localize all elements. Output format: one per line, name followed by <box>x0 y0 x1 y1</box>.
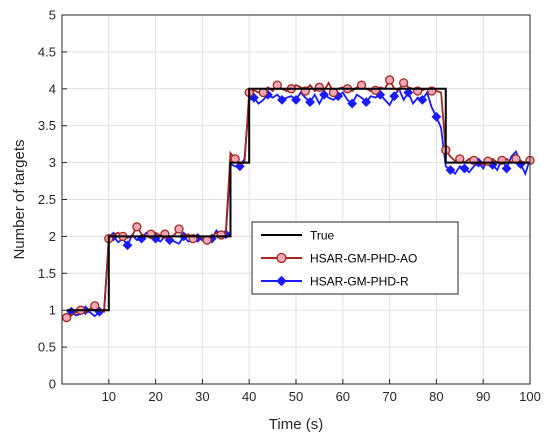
x-tick-label: 40 <box>242 389 256 404</box>
x-tick-label: 30 <box>195 389 209 404</box>
x-axis-label: Time (s) <box>269 416 323 433</box>
data-point <box>347 98 358 109</box>
legend-label: HSAR-GM-PHD-R <box>310 275 409 289</box>
data-point <box>445 165 456 175</box>
y-tick-label: 0.5 <box>38 340 56 355</box>
data-point <box>174 224 184 234</box>
tick-layer: 10 20 30 40 50 60 70 80 90 100 0 0.5 1 1.5 2 2.5 3 3.5 4 4.… <box>38 8 541 405</box>
data-point <box>384 75 395 85</box>
data-point <box>403 87 414 98</box>
series-true <box>66 87 530 312</box>
data-point <box>431 111 442 122</box>
x-tick-label: 20 <box>148 389 162 404</box>
data-point <box>216 230 226 240</box>
y-tick-label: 5 <box>49 8 56 23</box>
y-tick-label: 1 <box>49 303 56 318</box>
legend-label: True <box>310 229 335 243</box>
data-point <box>398 78 409 88</box>
data-point <box>305 97 315 107</box>
legend-entry: HSAR-GM-PHD-R <box>261 275 409 289</box>
y-tick-label: 0 <box>49 377 56 392</box>
data-point <box>277 94 287 105</box>
data-point <box>62 312 72 323</box>
series-layer <box>62 75 535 323</box>
y-tick-label: 3 <box>49 155 56 170</box>
x-tick-label: 80 <box>429 389 443 404</box>
legend-entry: True <box>261 229 335 243</box>
x-tick-label: 100 <box>519 389 541 404</box>
data-point <box>319 89 329 100</box>
data-point <box>132 222 142 232</box>
y-tick-label: 2.5 <box>38 192 56 207</box>
series-line <box>66 78 531 319</box>
legend-marker <box>276 275 287 287</box>
x-tick-label: 60 <box>336 389 350 404</box>
data-point <box>459 163 470 174</box>
x-tick-label: 90 <box>476 389 490 404</box>
data-point <box>370 85 381 95</box>
legend-entry: HSAR-GM-PHD-AO <box>261 252 417 266</box>
y-tick-label: 4.5 <box>38 44 56 59</box>
legend: True HSAR-GM-PHD-AO HSAR-GM-PHD-R <box>251 221 459 295</box>
y-tick-label: 3.5 <box>38 118 56 133</box>
data-point <box>417 94 428 105</box>
data-point <box>483 156 493 166</box>
data-point <box>501 163 512 174</box>
y-tick-label: 2 <box>49 229 56 244</box>
true-line <box>66 87 530 312</box>
data-point <box>90 301 100 311</box>
data-point <box>314 82 325 92</box>
x-tick-label: 50 <box>289 389 303 404</box>
x-tick-label: 10 <box>102 389 116 404</box>
y-axis-label: Number of targets <box>11 139 28 259</box>
data-point <box>361 97 372 107</box>
y-tick-label: 4 <box>49 81 56 96</box>
y-tick-label: 1.5 <box>38 266 56 281</box>
data-point <box>389 91 400 102</box>
legend-marker <box>276 252 287 264</box>
data-point <box>291 94 301 105</box>
legend-label: HSAR-GM-PHD-AO <box>310 252 417 266</box>
data-point <box>122 240 133 251</box>
x-tick-label: 70 <box>382 389 396 404</box>
